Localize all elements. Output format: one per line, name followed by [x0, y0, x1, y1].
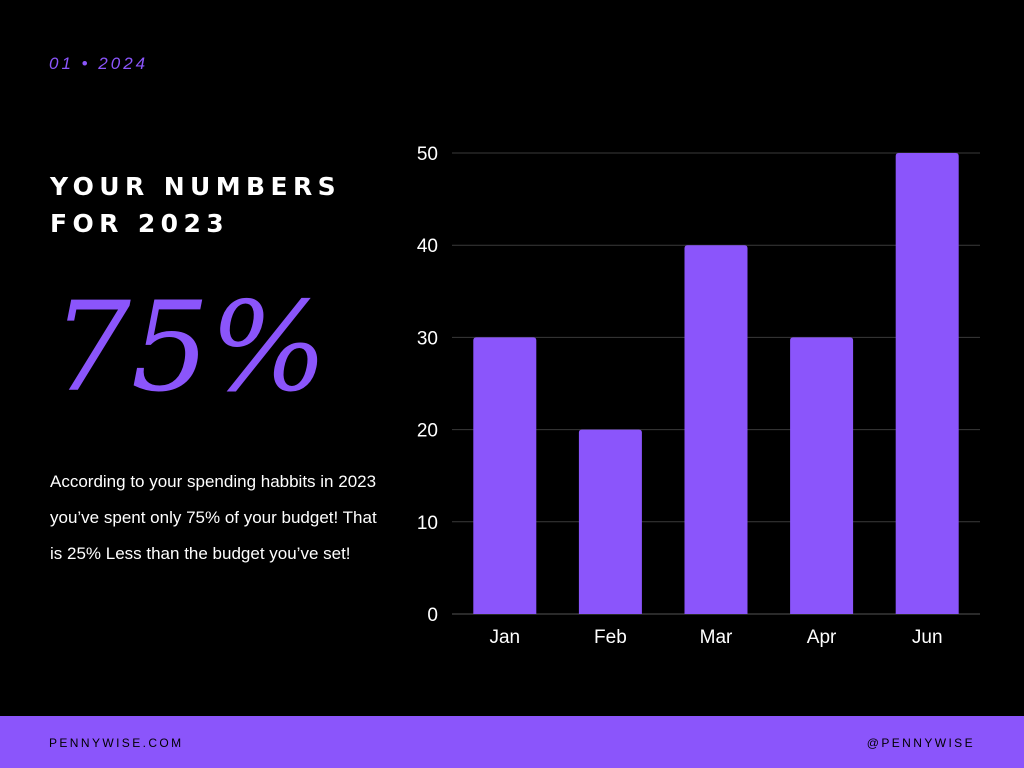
headline: YOUR NUMBERS FOR 2023 [50, 168, 380, 242]
date-tag: 01 • 2024 [49, 54, 149, 73]
bar [473, 337, 537, 614]
headline-line-2: FOR 2023 [50, 209, 230, 238]
footer-website: PENNYWISE.COM [49, 736, 184, 750]
footer-bar: PENNYWISE.COM @PENNYWISE [0, 716, 1024, 768]
x-tick-label: Feb [594, 627, 627, 648]
bar [790, 337, 854, 614]
y-tick-label: 10 [417, 513, 438, 534]
footer-handle: @PENNYWISE [866, 736, 975, 750]
headline-line-1: YOUR NUMBERS [50, 172, 342, 201]
bar-chart-svg: 0 10 20 30 40 50 Jan Feb Mar Apr Jun [417, 144, 980, 648]
bar-chart: 0 10 20 30 40 50 Jan Feb Mar Apr Jun [400, 136, 1000, 666]
x-tick-label: Apr [807, 627, 837, 648]
description-text: According to your spending habbits in 20… [50, 472, 377, 563]
bar [578, 429, 642, 614]
bar [684, 245, 748, 614]
bar [895, 153, 959, 614]
y-tick-label: 30 [417, 328, 438, 349]
x-tick-label: Jan [489, 627, 520, 648]
y-tick-label: 0 [427, 605, 438, 626]
x-tick-label: Jun [912, 627, 943, 648]
y-tick-label: 50 [417, 144, 438, 165]
y-tick-label: 40 [417, 236, 438, 257]
y-tick-label: 20 [417, 421, 438, 442]
budget-percentage: 75% [52, 276, 328, 420]
x-tick-label: Mar [700, 627, 733, 648]
